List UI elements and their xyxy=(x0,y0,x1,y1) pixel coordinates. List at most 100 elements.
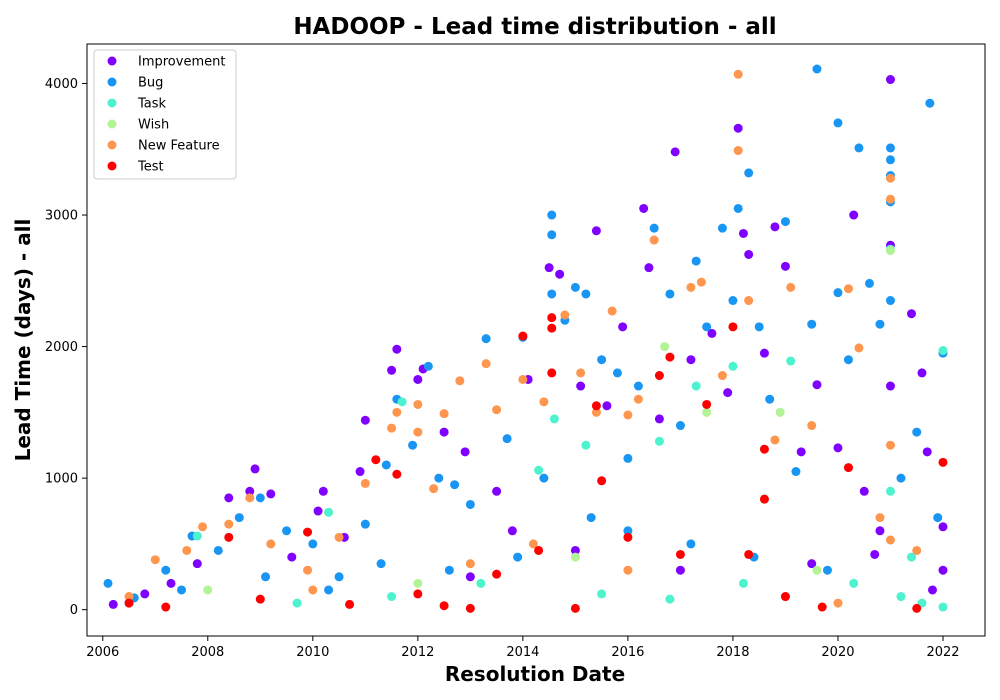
data-point xyxy=(744,549,754,559)
data-point xyxy=(938,457,948,467)
data-point xyxy=(759,348,769,358)
data-point xyxy=(717,223,727,233)
data-point xyxy=(224,532,234,542)
data-point xyxy=(481,334,491,344)
data-point xyxy=(465,603,475,613)
data-point xyxy=(875,319,885,329)
data-point xyxy=(324,585,334,595)
data-point xyxy=(854,343,864,353)
data-point xyxy=(885,194,895,204)
x-tick-label: 2014 xyxy=(506,645,539,660)
data-point xyxy=(691,256,701,266)
data-point xyxy=(308,539,318,549)
data-point xyxy=(381,460,391,470)
data-point xyxy=(633,381,643,391)
data-point xyxy=(528,539,538,549)
data-point xyxy=(639,203,649,213)
y-tick-label: 0 xyxy=(70,603,78,618)
data-point xyxy=(192,559,202,569)
data-point xyxy=(124,598,134,608)
data-point xyxy=(728,361,738,371)
chart-title: HADOOP - Lead time distribution - all xyxy=(293,14,776,40)
data-point xyxy=(843,355,853,365)
data-point xyxy=(591,226,601,236)
data-point xyxy=(896,592,906,602)
data-point xyxy=(744,249,754,259)
data-point xyxy=(675,565,685,575)
data-point xyxy=(539,473,549,483)
data-point xyxy=(691,381,701,391)
data-point xyxy=(744,296,754,306)
data-point xyxy=(203,585,213,595)
data-point xyxy=(555,269,565,279)
data-point xyxy=(177,585,187,595)
data-point xyxy=(266,539,276,549)
data-point xyxy=(686,282,696,292)
data-point xyxy=(623,526,633,536)
data-point xyxy=(728,296,738,306)
data-point xyxy=(665,289,675,299)
x-axis-label: Resolution Date xyxy=(445,662,625,686)
data-point xyxy=(812,64,822,74)
data-point xyxy=(906,309,916,319)
data-point xyxy=(875,526,885,536)
data-point xyxy=(465,499,475,509)
series-test xyxy=(124,313,948,613)
legend-label: New Feature xyxy=(138,139,220,154)
data-point xyxy=(938,602,948,612)
data-point xyxy=(938,565,948,575)
data-point xyxy=(570,282,580,292)
data-point xyxy=(733,203,743,213)
data-point xyxy=(786,282,796,292)
data-point xyxy=(864,278,874,288)
data-point xyxy=(696,277,706,287)
data-point xyxy=(770,435,780,445)
data-point xyxy=(775,407,785,417)
data-point xyxy=(581,289,591,299)
data-point xyxy=(660,342,670,352)
data-point xyxy=(392,469,402,479)
data-point xyxy=(833,598,843,608)
data-point xyxy=(623,410,633,420)
data-point xyxy=(224,493,234,503)
data-point xyxy=(476,578,486,588)
data-point xyxy=(938,522,948,532)
data-point xyxy=(665,594,675,604)
data-point xyxy=(686,355,696,365)
data-point xyxy=(423,361,433,371)
legend: Improvement Bug Task Wish New Feature Test xyxy=(93,49,237,180)
data-point xyxy=(885,535,895,545)
data-point xyxy=(518,331,528,341)
data-point xyxy=(308,585,318,595)
data-point xyxy=(938,346,948,356)
data-point xyxy=(413,374,423,384)
data-point xyxy=(796,447,806,457)
data-point xyxy=(733,146,743,156)
data-point xyxy=(434,473,444,483)
data-point xyxy=(649,235,659,245)
data-point xyxy=(161,565,171,575)
data-point xyxy=(392,407,402,417)
x-axis: 2006 2008 2010 2012 2014 2016 2018 2020 2022 xyxy=(86,636,960,660)
x-tick-label: 2020 xyxy=(821,645,854,660)
data-point xyxy=(334,532,344,542)
data-point xyxy=(927,585,937,595)
data-point xyxy=(917,368,927,378)
data-point xyxy=(770,222,780,232)
data-point xyxy=(413,427,423,437)
data-point xyxy=(150,555,160,565)
data-point xyxy=(439,601,449,611)
data-point xyxy=(576,381,586,391)
data-point xyxy=(245,486,255,496)
data-point xyxy=(754,322,764,332)
data-point xyxy=(513,552,523,562)
data-point xyxy=(570,545,580,555)
data-point xyxy=(224,519,234,529)
legend-marker xyxy=(107,98,117,108)
data-point xyxy=(282,526,292,536)
x-tick-label: 2012 xyxy=(401,645,434,660)
data-point xyxy=(591,401,601,411)
data-point xyxy=(255,493,265,503)
data-point xyxy=(702,322,712,332)
data-point xyxy=(597,589,607,599)
